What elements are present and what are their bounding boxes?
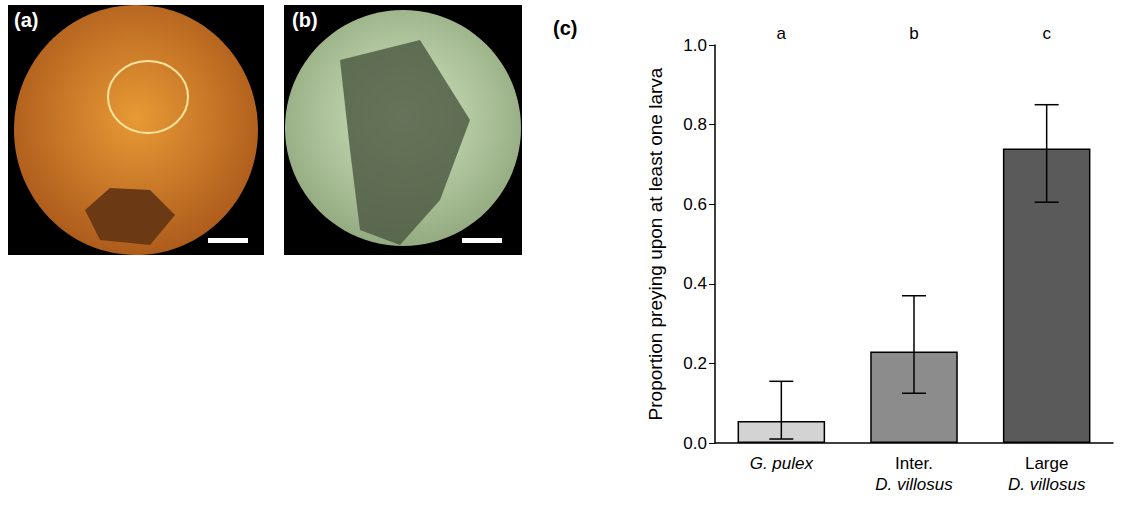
svg-text:(a): (a) <box>14 9 38 31</box>
svg-text:D. villosus: D. villosus <box>1008 475 1086 494</box>
svg-text:0.6: 0.6 <box>683 195 707 214</box>
svg-text:(b): (b) <box>292 9 318 31</box>
svg-text:0.8: 0.8 <box>683 115 707 134</box>
svg-text:Large: Large <box>1025 454 1068 473</box>
svg-text:0.2: 0.2 <box>683 354 707 373</box>
svg-text:c: c <box>1042 24 1051 43</box>
svg-text:1.0: 1.0 <box>683 36 707 55</box>
svg-text:(c): (c) <box>553 17 577 39</box>
svg-text:0.4: 0.4 <box>683 274 707 293</box>
svg-text:Inter.: Inter. <box>895 454 933 473</box>
svg-text:a: a <box>777 24 787 43</box>
svg-text:D. villosus: D. villosus <box>875 475 953 494</box>
svg-text:Proportion preying upon at lea: Proportion preying upon at least one lar… <box>645 67 666 420</box>
svg-text:0.0: 0.0 <box>683 434 707 453</box>
svg-text:b: b <box>909 24 918 43</box>
svg-text:G. pulex: G. pulex <box>750 454 814 473</box>
